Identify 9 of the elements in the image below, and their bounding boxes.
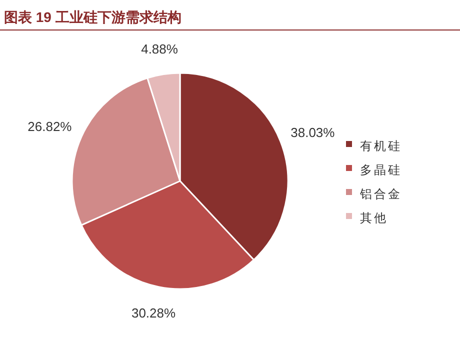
legend-label: 有机硅 bbox=[360, 139, 402, 153]
data-label: 30.28% bbox=[131, 305, 176, 320]
data-label: 26.82% bbox=[28, 119, 72, 134]
data-label: 38.03% bbox=[290, 124, 336, 140]
data-label: 4.88% bbox=[141, 42, 178, 57]
legend-label: 其他 bbox=[360, 211, 388, 225]
legend-label: 铝合金 bbox=[359, 187, 402, 201]
chart-title: 图表 19 工业硅下游需求结构 bbox=[4, 9, 182, 25]
legend-label: 多晶硅 bbox=[360, 163, 402, 177]
